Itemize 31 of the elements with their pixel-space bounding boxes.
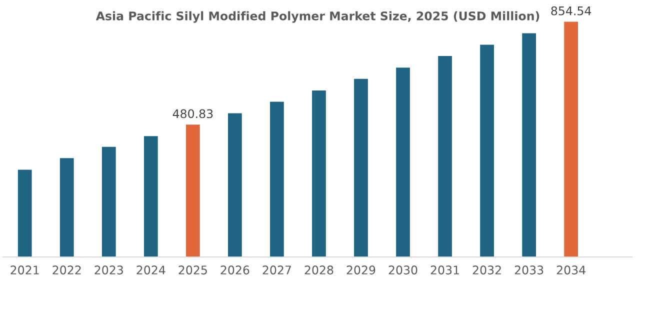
x-tick-label: 2033 (514, 266, 544, 274)
x-tick-label: 2025 (178, 266, 207, 274)
x-tick-label: 2034 (556, 266, 586, 274)
bar (228, 113, 242, 257)
data-label: 854.54 (551, 6, 592, 16)
bar (270, 102, 284, 257)
bar (480, 44, 494, 257)
bar (60, 158, 74, 257)
bar (102, 146, 116, 257)
bar (186, 124, 200, 257)
x-tick-label: 2023 (94, 266, 123, 274)
x-tick-label: 2027 (262, 266, 291, 274)
x-tick-label: 2024 (136, 266, 166, 274)
bar (18, 170, 32, 257)
bar (564, 22, 578, 257)
x-tick-label: 2028 (304, 266, 334, 274)
x-tick-label: 2022 (52, 266, 81, 274)
data-label: 480.83 (172, 109, 213, 118)
x-tick-label: 2026 (220, 266, 250, 274)
bar (312, 90, 326, 257)
bar (522, 33, 536, 257)
x-tick-label: 2029 (346, 266, 376, 274)
bar (438, 56, 452, 257)
x-tick-label: 2031 (430, 266, 459, 274)
x-tick-label: 2032 (472, 266, 501, 274)
x-tick-label: 2030 (388, 266, 418, 274)
bar (354, 78, 368, 257)
bar (144, 136, 158, 257)
chart-title: Asia Pacific Silyl Modified Polymer Market Size, 2025 (USD Million) (96, 11, 540, 23)
x-tick-label: 2021 (10, 266, 39, 274)
bar (396, 68, 410, 257)
